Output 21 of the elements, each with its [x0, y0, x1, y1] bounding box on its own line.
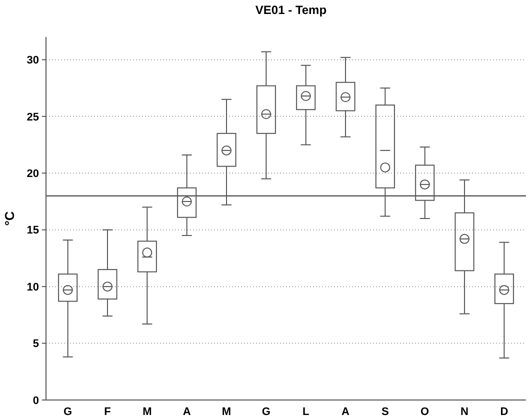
y-axis-title: °C — [2, 210, 17, 226]
y-tick-label: 15 — [26, 224, 39, 237]
y-tick-label: 30 — [26, 54, 39, 67]
x-tick-label: M — [142, 406, 152, 418]
x-tick-label: O — [420, 406, 430, 418]
x-tick-label: F — [104, 406, 112, 418]
x-tick-label: L — [302, 406, 310, 418]
y-tick-label: 0 — [32, 394, 39, 407]
x-tick-label: S — [382, 406, 389, 418]
x-tick-label: A — [342, 406, 350, 418]
y-tick-label: 20 — [26, 168, 39, 180]
y-tick-label: 10 — [26, 281, 39, 294]
x-tick-label: M — [222, 406, 232, 418]
x-tick-label: N — [460, 406, 469, 418]
y-tick-label: 5 — [32, 338, 39, 350]
x-tick-label: G — [262, 406, 270, 418]
x-tick-label: G — [64, 406, 72, 418]
y-tick-label: 25 — [26, 111, 39, 124]
chart-title: VE01 - Temp — [255, 3, 327, 17]
x-tick-label: A — [182, 406, 191, 418]
x-tick-label: D — [500, 406, 508, 418]
